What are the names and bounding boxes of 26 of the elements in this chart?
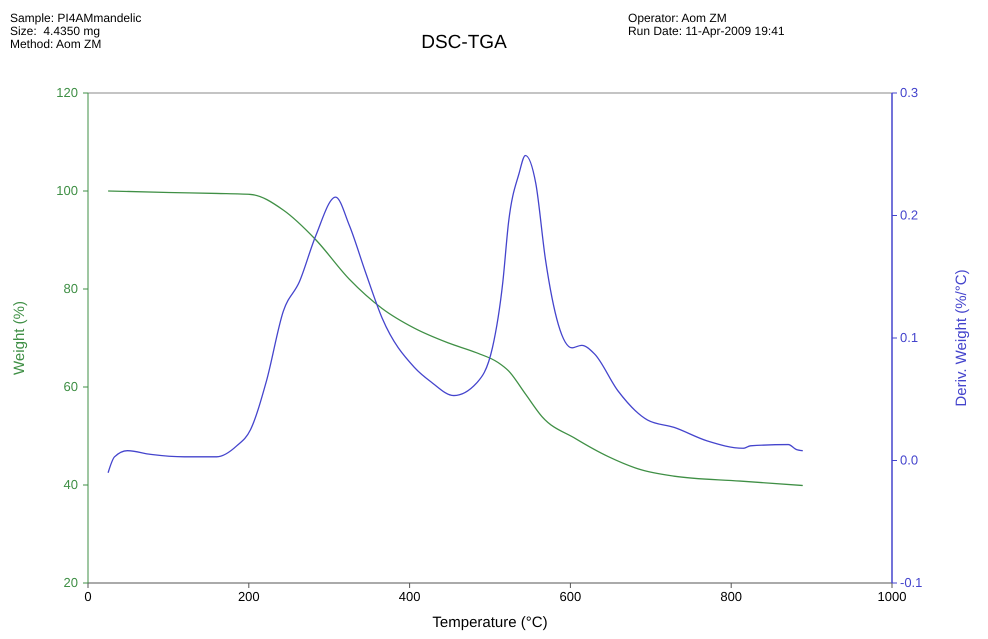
text: Size: 4.4350 mg xyxy=(10,24,100,38)
y2-tick-label: 0.1 xyxy=(900,330,918,345)
y-tick-label: 20 xyxy=(64,575,78,590)
x-tick-label: 400 xyxy=(398,589,420,604)
y-tick-label: 40 xyxy=(64,477,78,492)
x-tick-label: 200 xyxy=(238,589,260,604)
y2-tick-label: 0.0 xyxy=(900,452,918,468)
y-tick-label: 80 xyxy=(64,281,78,296)
x-tick-label: 1000 xyxy=(878,589,906,604)
x-axis-title: Temperature (°C) xyxy=(432,614,548,631)
y-tick-label: 100 xyxy=(56,183,78,198)
x-tick-label: 600 xyxy=(560,589,582,604)
x-tick-label: 0 xyxy=(84,589,92,604)
y2-tick-label: 0.2 xyxy=(900,208,918,222)
chart-title: DSC-TGA xyxy=(421,32,508,53)
text: Method: Aom ZM xyxy=(10,37,102,51)
text: Sample: PI4AMmandelic xyxy=(10,11,142,25)
y-tick-label: 120 xyxy=(56,85,78,100)
text: Run Date: 11-Apr-2009 19:41 xyxy=(628,24,785,38)
x-tick-label: 800 xyxy=(720,589,742,604)
text: Operator: Aom ZM xyxy=(628,11,727,25)
y-axis-title: Weight (%) xyxy=(11,301,28,375)
y-tick-label: 60 xyxy=(64,379,78,394)
y2-tick-label: 0.3 xyxy=(900,85,918,100)
y2-tick-label: -0.1 xyxy=(900,575,922,590)
y2-axis-title: Deriv. Weight (%/°C) xyxy=(953,269,970,407)
